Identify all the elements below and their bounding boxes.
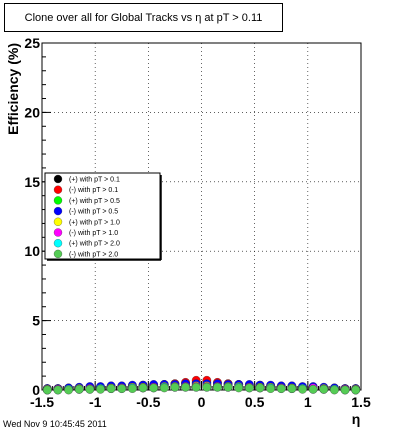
- data-point: [213, 382, 222, 392]
- legend-marker: [53, 239, 63, 248]
- x-tick-label: 1.5: [351, 394, 371, 410]
- data-points: [42, 375, 361, 395]
- y-tick-label: 25: [24, 35, 40, 51]
- data-point: [149, 383, 158, 393]
- y-tick-label: 10: [24, 243, 40, 259]
- chart-title: Clone over all for Global Tracks vs η at…: [4, 3, 283, 32]
- axis-ticks: -1.5 -1 -0.5 0 0.5 1 1.5 0 5 10 15 20 25: [24, 35, 371, 410]
- legend-marker: [53, 196, 63, 205]
- data-point: [85, 384, 95, 394]
- data-point: [106, 384, 116, 393]
- legend-marker: [53, 174, 63, 184]
- data-point: [319, 384, 329, 394]
- data-point: [330, 385, 339, 395]
- y-tick-label: 15: [24, 174, 40, 190]
- data-point: [170, 382, 180, 392]
- data-point: [308, 384, 318, 394]
- data-point: [159, 383, 169, 393]
- legend-entry: (-) with pT > 1.0: [69, 230, 118, 237]
- x-tick-label: -1.5: [30, 394, 54, 410]
- x-tick-label: 0: [198, 394, 206, 410]
- data-point: [266, 384, 275, 393]
- legend-entry: (+) with pT > 0.1: [69, 177, 120, 184]
- data-point: [42, 385, 52, 395]
- y-tick-label: 0: [32, 382, 40, 398]
- data-point: [234, 383, 244, 393]
- legend-entry: (+) with pT > 0.5: [69, 198, 120, 205]
- x-tick-label: -0.5: [136, 394, 160, 410]
- legend-marker: [53, 249, 63, 259]
- legend-marker: [53, 217, 63, 226]
- data-point: [96, 384, 105, 394]
- x-tick-label: -1: [89, 394, 102, 410]
- legend-marker: [53, 206, 63, 216]
- data-point: [276, 384, 286, 393]
- data-point: [181, 382, 190, 392]
- y-tick-label: 20: [24, 104, 40, 120]
- legend-entry: (-) with pT > 2.0: [69, 251, 118, 258]
- data-point: [245, 383, 254, 393]
- data-point: [202, 382, 212, 392]
- legend-entry: (+) with pT > 1.0: [69, 219, 120, 226]
- chart-title-text: Clone over all for Global Tracks vs η at…: [24, 11, 263, 24]
- legend-box: [44, 172, 161, 260]
- x-axis-label: η: [352, 411, 361, 427]
- data-point: [138, 383, 148, 393]
- y-tick-label: 5: [32, 313, 40, 329]
- legend-entry: (-) with pT > 0.5: [69, 209, 118, 216]
- data-point: [53, 385, 63, 395]
- y-axis-label: Efficiency (%): [5, 43, 21, 135]
- data-point: [117, 384, 127, 393]
- legend-entry: (+) with pT > 2.0: [69, 241, 120, 248]
- legend-marker: [53, 185, 63, 194]
- timestamp: Wed Nov 9 10:45:45 2011: [3, 419, 107, 429]
- legend: (+) with pT > 0.1 (-) with pT > 0.1 (+) wi…: [44, 172, 162, 261]
- data-point: [287, 384, 297, 393]
- x-tick-label: 1: [304, 394, 312, 410]
- data-point: [128, 384, 137, 393]
- legend-marker: [53, 228, 63, 237]
- data-point: [340, 385, 350, 395]
- data-point: [351, 385, 361, 395]
- data-point: [64, 385, 73, 395]
- data-point: [298, 384, 307, 394]
- legend-entry: (-) with pT > 0.1: [69, 187, 118, 194]
- data-point: [74, 384, 84, 394]
- data-point: [255, 383, 265, 393]
- x-tick-label: 0.5: [245, 394, 265, 410]
- series-7: [42, 382, 361, 395]
- data-point: [223, 382, 233, 392]
- data-point: [191, 382, 201, 392]
